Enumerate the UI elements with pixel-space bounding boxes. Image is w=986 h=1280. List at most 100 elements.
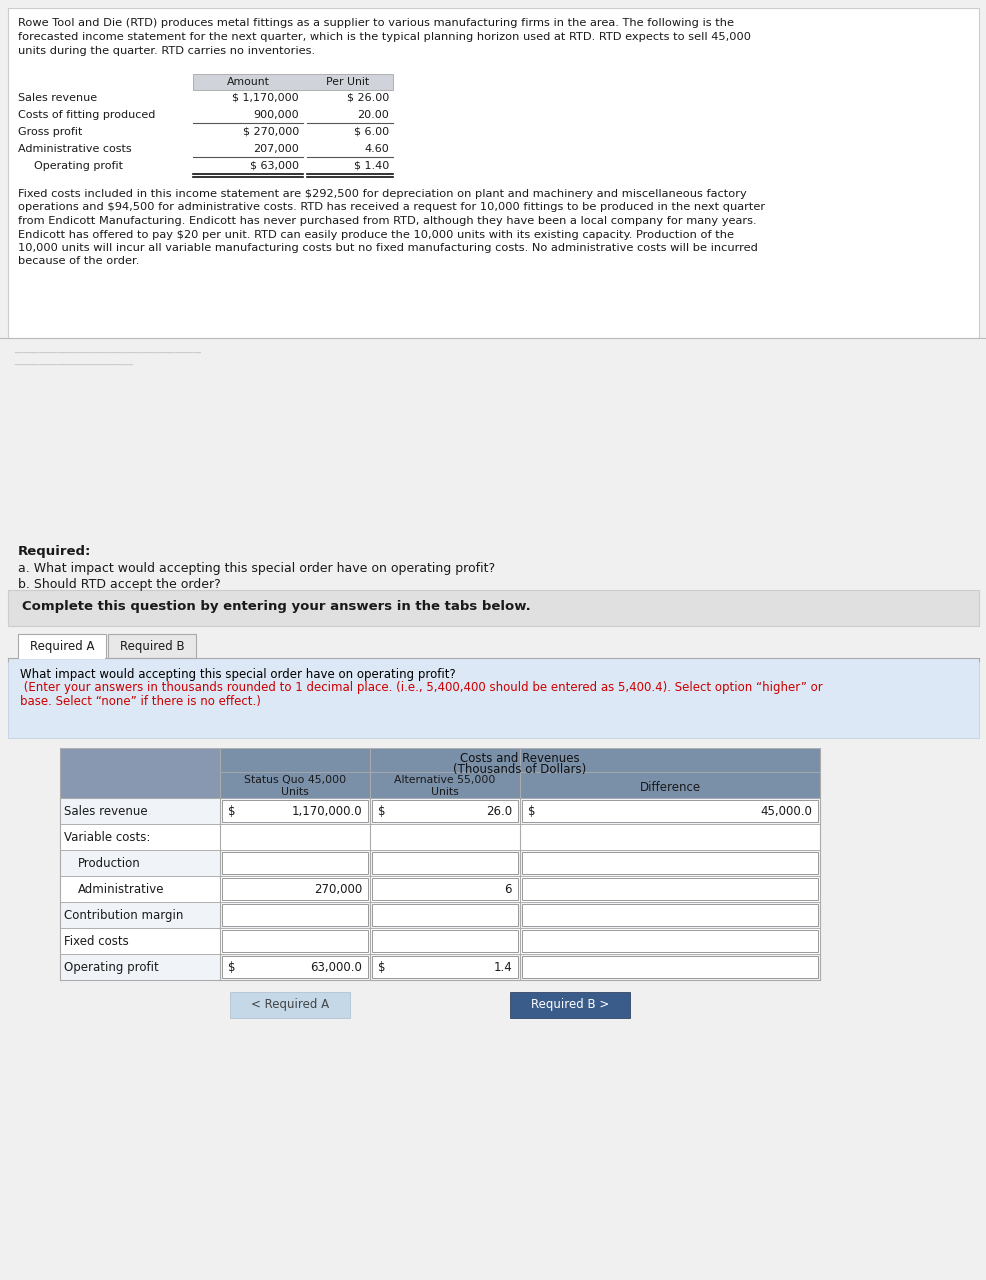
Text: 26.0: 26.0 [485,805,512,818]
Text: Difference: Difference [639,781,700,794]
Text: 63,000.0: 63,000.0 [310,961,362,974]
Text: Gross profit: Gross profit [18,127,82,137]
Bar [222,852,368,874]
Text: base. Select “none” if there is no effect.): base. Select “none” if there is no effec… [20,695,260,708]
Text: $: $ [528,805,535,818]
Text: $: $ [378,805,386,818]
Text: Production: Production [78,858,141,870]
Bar [522,956,817,978]
Bar [522,852,817,874]
Text: units during the quarter. RTD carries no inventories.: units during the quarter. RTD carries no… [18,46,315,56]
Text: forecasted income statement for the next quarter, which is the typical planning : forecasted income statement for the next… [18,32,750,42]
Bar [222,878,368,900]
Bar [222,931,368,952]
Text: Operating profit: Operating profit [34,161,123,172]
Bar [220,748,819,772]
Bar [520,772,819,797]
Text: Required B: Required B [119,640,184,653]
Text: $ 6.00: $ 6.00 [354,127,388,137]
Text: $ 1.40: $ 1.40 [353,161,388,172]
Text: ━━━━━━━━━━━━━━━━━━━━━━━━━━━━: ━━━━━━━━━━━━━━━━━━━━━━━━━━━━ [14,362,133,369]
Bar [60,902,819,928]
Bar [372,878,518,900]
Text: (Thousands of Dollars): (Thousands of Dollars) [453,763,586,776]
Text: Administrative costs: Administrative costs [18,143,131,154]
Text: 45,000.0: 45,000.0 [759,805,811,818]
Text: Endicott has offered to pay $20 per unit. RTD can easily produce the 10,000 unit: Endicott has offered to pay $20 per unit… [18,229,734,239]
Text: $ 1,170,000: $ 1,170,000 [232,93,299,102]
Bar [222,956,368,978]
Bar [372,931,518,952]
Text: 270,000: 270,000 [314,883,362,896]
Text: Amount: Amount [227,77,269,87]
Text: Rowe Tool and Die (RTD) produces metal fittings as a supplier to various manufac: Rowe Tool and Die (RTD) produces metal f… [18,18,734,28]
Text: Required B >: Required B > [530,998,608,1011]
Bar [60,876,819,902]
Text: from Endicott Manufacturing. Endicott has never purchased from RTD, although the: from Endicott Manufacturing. Endicott ha… [18,216,756,227]
Bar [220,772,370,797]
Bar [60,824,819,850]
Text: 1,170,000.0: 1,170,000.0 [291,805,362,818]
Bar [372,852,518,874]
Text: $: $ [228,961,236,974]
Text: Sales revenue: Sales revenue [18,93,97,102]
Bar [510,992,629,1018]
Bar [372,904,518,925]
Text: Required:: Required: [18,545,92,558]
Text: Costs of fitting produced: Costs of fitting produced [18,110,155,120]
Bar [222,904,368,925]
Bar [8,590,978,626]
Text: Costs and Revenues: Costs and Revenues [459,751,579,765]
Text: 900,000: 900,000 [253,110,299,120]
Bar [8,658,978,739]
Text: Operating profit: Operating profit [64,961,159,974]
Text: Required A: Required A [30,640,94,653]
Text: $: $ [228,805,236,818]
Text: $: $ [378,961,386,974]
Bar [60,797,819,824]
Text: 10,000 units will incur all variable manufacturing costs but no fixed manufactur: 10,000 units will incur all variable man… [18,243,757,253]
Text: Per Unit: Per Unit [326,77,369,87]
Text: < Required A: < Required A [250,998,328,1011]
Text: 20.00: 20.00 [357,110,388,120]
Bar [370,772,520,797]
Text: operations and $94,500 for administrative costs. RTD has received a request for : operations and $94,500 for administrativ… [18,202,764,212]
Bar [230,992,350,1018]
Text: Fixed costs included in this income statement are $292,500 for depreciation on p: Fixed costs included in this income stat… [18,189,746,198]
Text: $ 26.00: $ 26.00 [346,93,388,102]
Bar [8,8,978,338]
Bar [60,928,819,954]
Text: Fixed costs: Fixed costs [64,934,128,948]
Bar [193,74,392,90]
Text: $ 63,000: $ 63,000 [249,161,299,172]
Bar [522,904,817,925]
Text: Complete this question by entering your answers in the tabs below.: Complete this question by entering your … [22,600,530,613]
Bar [18,634,106,658]
Text: a. What impact would accepting this special order have on operating profit?: a. What impact would accepting this spec… [18,562,495,575]
Bar [60,748,220,797]
Text: Variable costs:: Variable costs: [64,831,150,844]
Text: What impact would accepting this special order have on operating profit?: What impact would accepting this special… [20,668,456,681]
Text: Contribution margin: Contribution margin [64,909,183,922]
Text: 1.4: 1.4 [493,961,512,974]
Bar [372,956,518,978]
Bar [372,800,518,822]
Bar [222,800,368,822]
Text: (Enter your answers in thousands rounded to 1 decimal place. (i.e., 5,400,400 sh: (Enter your answers in thousands rounded… [20,681,822,694]
Bar [522,800,817,822]
Bar [19,657,105,659]
Text: Administrative: Administrative [78,883,165,896]
Text: b. Should RTD accept the order?: b. Should RTD accept the order? [18,579,221,591]
Bar [522,878,817,900]
Bar [522,931,817,952]
Text: 6: 6 [504,883,512,896]
Text: ━━━━━━━━━━━━━━━━━━━━━━━━━━━━━━━━━━━━━━━━━━━━: ━━━━━━━━━━━━━━━━━━━━━━━━━━━━━━━━━━━━━━━━… [14,349,201,356]
Bar [60,850,819,876]
Text: Sales revenue: Sales revenue [64,805,148,818]
Bar [107,634,196,658]
Text: Status Quo 45,000
Units: Status Quo 45,000 Units [244,774,346,797]
Text: 4.60: 4.60 [364,143,388,154]
Text: Alternative 55,000
Units: Alternative 55,000 Units [394,774,495,797]
Bar [60,954,819,980]
Text: $ 270,000: $ 270,000 [243,127,299,137]
